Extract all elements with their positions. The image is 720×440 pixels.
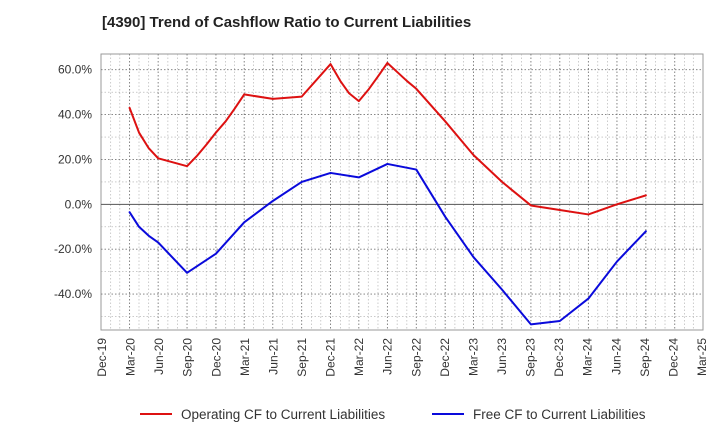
x-tick-label: Sep-24	[638, 338, 652, 377]
x-tick-label: Sep-20	[181, 338, 195, 377]
series-line-operating-cf	[128, 61, 647, 216]
x-tick-label: Dec-22	[438, 338, 452, 377]
x-tick-label: Jun-22	[381, 338, 395, 375]
x-tick-label: Mar-20	[124, 338, 138, 376]
x-tick-label: Jun-20	[152, 338, 166, 375]
y-tick-label: 40.0%	[58, 108, 92, 122]
plot-area	[100, 53, 704, 331]
x-tick-label: Jun-23	[495, 338, 509, 375]
x-tick-label: Dec-19	[95, 338, 109, 377]
x-tick-label: Dec-24	[666, 338, 680, 377]
x-tick-label: Mar-21	[238, 338, 252, 376]
chart-title: [4390] Trend of Cashflow Ratio to Curren…	[102, 14, 472, 31]
y-tick-label: 0.0%	[65, 197, 93, 211]
x-tick-label: Jun-21	[266, 338, 280, 375]
x-tick-label: Mar-25	[695, 338, 709, 376]
x-tick-label: Sep-22	[409, 338, 423, 377]
series-line-free-cf	[128, 162, 647, 326]
x-tick-label: Mar-22	[352, 338, 366, 376]
x-tick-label: Dec-23	[552, 338, 566, 377]
x-tick-label: Sep-21	[295, 338, 309, 377]
x-tick-label: Mar-24	[581, 338, 595, 376]
y-tick-label: -20.0%	[54, 242, 92, 256]
x-tick-label: Dec-20	[209, 338, 223, 377]
y-tick-label: 20.0%	[58, 152, 92, 166]
x-tick-label: Jun-24	[609, 338, 623, 375]
legend-label-operating-cf: Operating CF to Current Liabilities	[181, 407, 385, 422]
x-tick-label: Sep-23	[524, 338, 538, 377]
y-tick-label: -40.0%	[54, 287, 92, 301]
legend-label-free-cf: Free CF to Current Liabilities	[473, 407, 646, 422]
y-tick-label: 60.0%	[58, 63, 92, 77]
x-tick-label: Mar-23	[466, 338, 480, 376]
x-tick-label: Dec-21	[324, 338, 338, 377]
